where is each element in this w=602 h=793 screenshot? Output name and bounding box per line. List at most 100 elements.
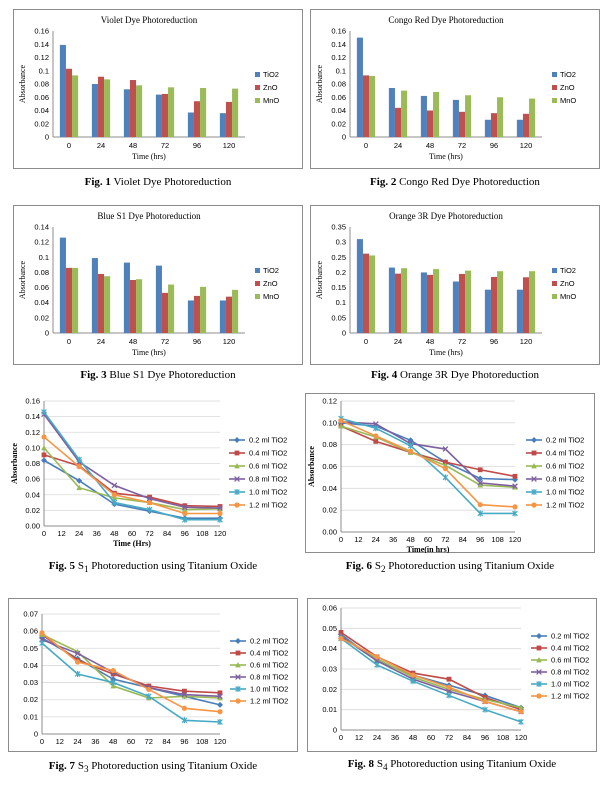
series-line: [41, 633, 221, 699]
x-tick-label: 108: [497, 733, 510, 742]
legend-label: 1.2 ml TiO2: [250, 697, 288, 706]
bar-zno: [193, 101, 201, 137]
y-tick-label: 0: [333, 726, 337, 735]
data-point: [536, 633, 542, 639]
figure-label: Fig. 5: [48, 560, 76, 572]
y-tick-label: 0.35: [331, 223, 346, 232]
bar-zno: [490, 113, 498, 137]
figure-sample-index: 3: [83, 764, 89, 775]
bar-zno: [129, 80, 137, 137]
bar-tio2: [59, 44, 66, 137]
figure-caption: Fig. 3 Blue S1 Dye Photoreduction: [13, 369, 303, 381]
x-tick-label: 48: [129, 141, 137, 150]
y-tick-label: 0.04: [25, 490, 40, 499]
y-tick-label: 0.05: [322, 624, 337, 633]
legend-label: 0.6 ml TiO2: [546, 462, 584, 471]
data-point: [536, 645, 542, 651]
data-point: [110, 671, 116, 677]
chart-title: Orange 3R Dye Photoreduction: [389, 211, 503, 221]
legend-label: 0.8 ml TiO2: [546, 475, 584, 484]
x-tick-label: 120: [223, 337, 236, 346]
y-tick-label: 0.14: [25, 412, 40, 421]
bar-zno: [458, 273, 466, 333]
legend-label: MnO: [560, 292, 576, 301]
series-line: [43, 454, 221, 508]
bar-mno: [369, 255, 376, 333]
data-point: [110, 679, 117, 686]
figure-caption: Fig. 8 S4 Photoreduction using Titanium …: [307, 758, 597, 772]
chart-orange-3r-dye: Orange 3R Dye Photoreduction 0 0.05 0.1 0.15…: [310, 205, 600, 365]
x-tick-label: 72: [441, 535, 449, 544]
bar-tio2: [91, 258, 98, 333]
x-tick-label: 12: [354, 535, 362, 544]
data-point: [217, 695, 223, 701]
x-tick-label: 0: [364, 337, 368, 346]
x-axis-label: Time (hrs): [132, 348, 166, 357]
chart-s3-photoreduction: 0 0.01 0.02 0.03 0.04 0.05 0.06 0.07 0 12 24 36 48 60…: [8, 598, 298, 752]
series-line: [340, 637, 522, 723]
data-point: [146, 495, 153, 502]
data-point: [41, 408, 47, 415]
x-tick-label: 120: [520, 141, 533, 150]
data-point: [41, 444, 47, 451]
y-tick-label: 0.01: [23, 712, 38, 721]
y-tick-label: 0: [342, 329, 346, 338]
y-tick-label: 0.10: [322, 418, 337, 427]
x-axis-label: Time (hrs): [132, 152, 166, 161]
x-tick-label: 48: [426, 141, 434, 150]
y-tick-label: 0.12: [25, 428, 40, 437]
y-tick-label: 0: [342, 133, 346, 142]
figure-caption-text: Photoreduction using Titanium Oxide: [88, 560, 258, 572]
y-tick-label: 0.12: [331, 53, 346, 62]
figure-label: Fig. 4: [370, 369, 398, 381]
y-tick-label: 0.06: [331, 93, 346, 102]
y-tick-label: 0.07: [23, 610, 38, 619]
bar-zno: [193, 295, 201, 333]
figure-caption: Fig. 1 Violet Dye Photoreduction: [13, 176, 303, 188]
figure-sample: S: [374, 560, 381, 572]
data-point: [75, 659, 81, 665]
y-axis-label: Absorbance: [18, 260, 27, 299]
x-tick-label: 72: [145, 529, 153, 538]
bar-mno: [168, 87, 175, 137]
figure-caption-text: Congo Red Dye Photoreduction: [399, 176, 540, 188]
y-tick-label: 0.04: [322, 644, 337, 653]
legend-label: 0.4 ml TiO2: [249, 449, 287, 458]
bar-mno: [369, 76, 376, 137]
y-tick-label: 0.06: [25, 475, 40, 484]
series-line: [43, 447, 221, 511]
data-point: [181, 693, 188, 699]
series-line: [41, 642, 221, 723]
bar-mno: [232, 289, 239, 333]
legend-label: 1.0 ml TiO2: [250, 685, 288, 694]
x-tick-label: 48: [409, 733, 417, 742]
bar-mno: [497, 271, 504, 333]
legend-label: ZnO: [560, 279, 575, 288]
data-point: [372, 421, 379, 427]
bar-mno: [136, 85, 143, 137]
x-tick-label: 96: [180, 737, 188, 746]
legend-label: MnO: [263, 96, 279, 105]
series-line: [340, 420, 516, 487]
data-point: [512, 483, 518, 490]
data-point: [235, 698, 241, 704]
bar-tio2: [59, 237, 66, 333]
x-tick-label: 36: [93, 529, 101, 538]
data-point: [518, 704, 524, 711]
bar-zno: [362, 253, 370, 333]
y-tick-label: 0.14: [34, 40, 49, 49]
data-point: [76, 464, 82, 470]
legend-swatch: [255, 85, 260, 90]
legend-label: 0.8 ml TiO2: [249, 475, 287, 484]
y-tick-label: 0.1: [39, 66, 49, 75]
data-point: [39, 630, 45, 636]
y-tick-label: 0.02: [331, 119, 346, 128]
chart-congo-red-dye: Congo Red Dye Photoreduction 0 0.02 0.04 0.0…: [310, 9, 600, 169]
data-point: [145, 693, 152, 700]
legend-swatch: [552, 85, 557, 90]
bar-tio2: [187, 112, 194, 137]
data-point: [234, 489, 240, 495]
series-line: [340, 425, 516, 489]
figure-sample-index: 1: [83, 564, 89, 575]
x-tick-label: 0: [339, 535, 343, 544]
